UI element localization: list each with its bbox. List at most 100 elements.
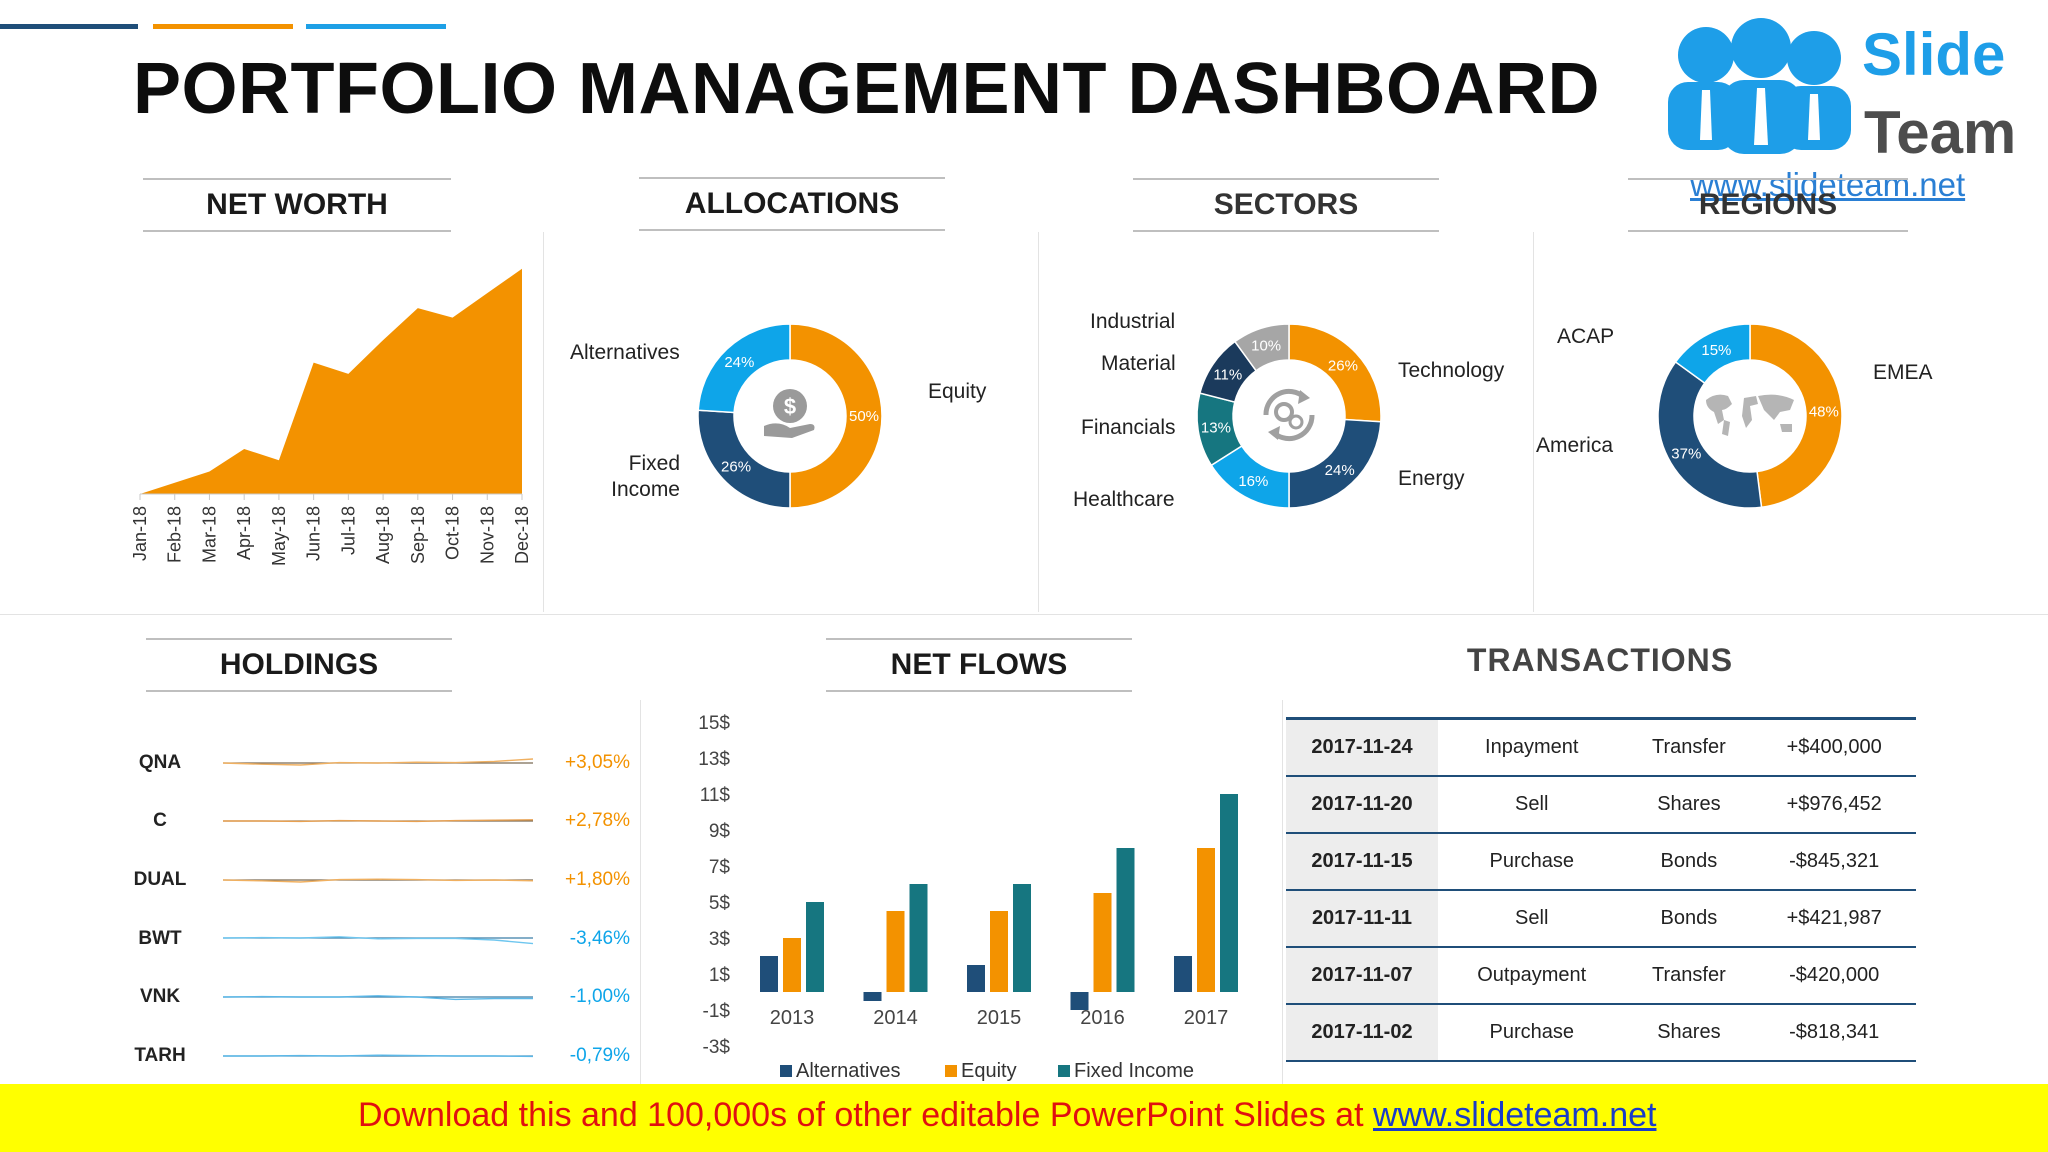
table-row[interactable]: 2017-11-15 Purchase Bonds -$845,321 (1286, 833, 1916, 891)
holding-sparkline (222, 936, 534, 945)
divider (640, 700, 641, 1084)
table-row[interactable]: 2017-11-07 Outpayment Transfer -$420,000 (1286, 947, 1916, 1005)
legend-swatch (780, 1065, 792, 1077)
donut-slice-label: 26% (721, 459, 751, 476)
tx-amount: -$420,000 (1752, 947, 1916, 1005)
donut-slice (1657, 360, 1763, 509)
donut-slice-label: 48% (1809, 403, 1839, 420)
tx-amount: +$976,452 (1752, 776, 1916, 834)
sector-label-healthcare: Healthcare (1073, 488, 1175, 511)
donut-slice (697, 323, 791, 414)
bar (806, 902, 824, 992)
divider (543, 232, 544, 612)
legend-swatch (1058, 1065, 1070, 1077)
donut-slice-label: 16% (1238, 473, 1268, 490)
gears-cycle-icon (1263, 388, 1315, 442)
divider (1533, 232, 1534, 612)
x-tick-label: Feb-18 (165, 506, 185, 563)
y-tick-label: -3$ (703, 1037, 731, 1058)
x-tick-label: May-18 (269, 506, 289, 566)
bar (1116, 848, 1135, 992)
bar (760, 956, 778, 992)
tx-type: Outpayment (1438, 947, 1626, 1005)
footer-link[interactable]: www.slideteam.net (1373, 1096, 1657, 1134)
sector-label-technology: Technology (1398, 359, 1505, 382)
table-row[interactable]: 2017-11-02 Purchase Shares -$818,341 (1286, 1004, 1916, 1062)
x-tick-label: 2017 (1184, 1007, 1229, 1029)
bar (967, 965, 985, 992)
y-tick-label: 5$ (709, 893, 731, 914)
regions-donut: 48% 37% 15% (1657, 323, 1843, 509)
donut-slice (1749, 323, 1843, 509)
legend-swatch (945, 1065, 957, 1077)
net-flows-bars: 15$ 13$ 11$ 9$ 7$ 5$ 3$ 1$ -1$ -3$ 2013 2014 2015 201… (698, 713, 1238, 1058)
accent-line-navy (0, 24, 138, 29)
net-worth-title: NET WORTH (143, 178, 451, 232)
holding-sparkline (223, 1054, 534, 1058)
tx-type: Purchase (1438, 833, 1626, 891)
sector-label-energy: Energy (1398, 467, 1465, 490)
donut-slice (1674, 323, 1751, 385)
holding-name: VNK (139, 986, 181, 1007)
donut-slice-label: 10% (1251, 338, 1281, 355)
bar (863, 992, 882, 1001)
divider (1038, 232, 1039, 612)
tx-asset: Bonds (1625, 890, 1753, 948)
donut-slice-label: 24% (1325, 462, 1355, 479)
alloc-label-alternatives: Alternatives (570, 341, 680, 364)
tx-amount: +$400,000 (1752, 718, 1916, 777)
holding-name: C (153, 810, 167, 831)
tx-type: Purchase (1438, 1004, 1626, 1062)
tx-type: Sell (1438, 776, 1626, 834)
y-tick-label: 11$ (700, 785, 731, 806)
sectors-title: SECTORS (1133, 178, 1439, 232)
logo-url-link[interactable]: www.slideteam.net (1690, 166, 1966, 203)
table-row[interactable]: 2017-11-24 Inpayment Transfer +$400,000 (1286, 718, 1916, 777)
sector-label-financials: Financials (1081, 416, 1176, 439)
divider (0, 614, 2048, 615)
region-label-emea: EMEA (1873, 361, 1933, 384)
holdings-title: HOLDINGS (146, 638, 452, 692)
tx-date: 2017-11-15 (1286, 833, 1438, 891)
x-tick-label: 2015 (977, 1007, 1022, 1029)
y-tick-label: 1$ (709, 965, 731, 986)
x-tick-label: Aug-18 (373, 506, 393, 564)
holding-sparkline (222, 995, 533, 1001)
holding-sparkline (223, 819, 534, 823)
holding-change: -3,46% (569, 928, 630, 949)
bar (1220, 794, 1238, 992)
regions-title: REGIONS (1628, 178, 1908, 232)
tx-date: 2017-11-24 (1286, 718, 1438, 777)
donut-slice-label: 24% (724, 354, 754, 371)
x-tick-label: Mar-18 (199, 506, 219, 563)
donut-slice (1233, 323, 1290, 372)
legend-label: Alternatives (796, 1060, 901, 1082)
tx-asset: Shares (1625, 1004, 1753, 1062)
svg-text:$: $ (784, 394, 796, 419)
x-tick-label: Jan-18 (130, 506, 150, 561)
x-tick-label: Jun-18 (304, 506, 324, 561)
net-worth-chart: Jan-18 Feb-18 Mar-18 Apr-18 May-18 Jun-18 Jul-… (130, 268, 532, 566)
bar (886, 911, 905, 992)
table-row[interactable]: 2017-11-11 Sell Bonds +$421,987 (1286, 890, 1916, 948)
net-worth-area (140, 268, 522, 494)
table-row[interactable]: 2017-11-20 Sell Shares +$976,452 (1286, 776, 1916, 834)
y-tick-label: 7$ (709, 857, 731, 878)
legend-equity: Equity (945, 1060, 1017, 1083)
donut-slice-label: 50% (849, 408, 879, 425)
y-tick-label: 13$ (698, 749, 730, 770)
holding-change: +3,05% (565, 752, 630, 773)
bar (1174, 956, 1192, 992)
sectors-donut: 26% 24% 16% 13% 11% 10% (1196, 323, 1382, 509)
transactions-table: 2017-11-24 Inpayment Transfer +$400,000 … (1286, 717, 1916, 1062)
bar (1013, 884, 1031, 992)
bar (1070, 992, 1089, 1010)
x-tick-label: Jul-18 (338, 506, 358, 555)
legend-label: Fixed Income (1074, 1060, 1195, 1082)
donut-slice-label: 37% (1671, 446, 1701, 463)
tx-date: 2017-11-20 (1286, 776, 1438, 834)
allocations-donut: 50% 26% 24% (697, 323, 883, 509)
tx-type: Inpayment (1438, 718, 1626, 777)
allocations-title: ALLOCATIONS (639, 177, 945, 231)
bar (909, 884, 928, 992)
